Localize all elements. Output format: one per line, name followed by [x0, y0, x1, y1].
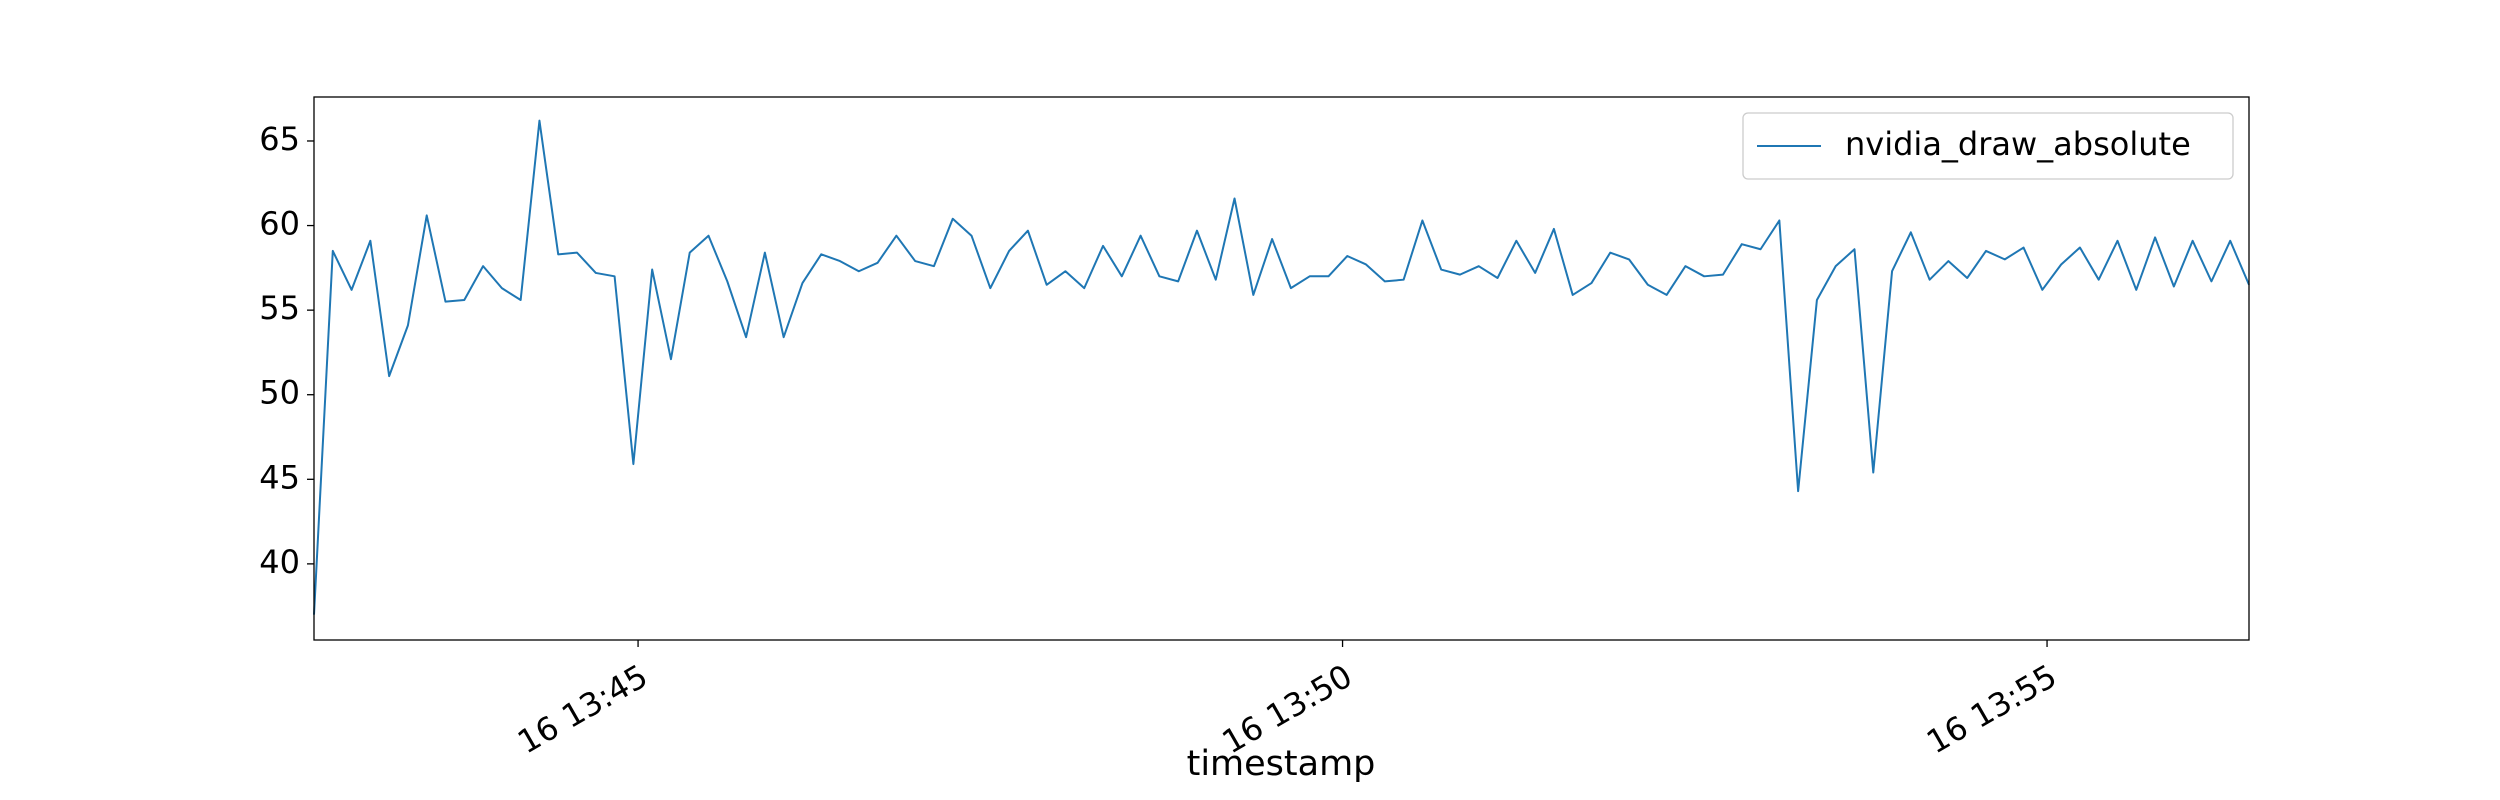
- data-line: [313, 119, 2250, 615]
- y-tick-label: 60: [259, 205, 300, 243]
- x-tick-label: 16 13:45: [511, 657, 654, 761]
- axes-frame: [313, 96, 2250, 641]
- x-axis-label: timestamp: [1187, 744, 1376, 784]
- y-tick-label: 50: [259, 374, 300, 412]
- legend-box: [1742, 112, 2234, 180]
- legend-label: nvidia_draw_absolute: [1845, 125, 2191, 163]
- x-tick-label: 16 13:55: [1920, 657, 2063, 761]
- y-tick-label: 45: [259, 458, 300, 496]
- y-tick-label: 55: [259, 289, 300, 327]
- y-tick-label: 40: [259, 543, 300, 581]
- y-tick-label: 65: [259, 120, 300, 158]
